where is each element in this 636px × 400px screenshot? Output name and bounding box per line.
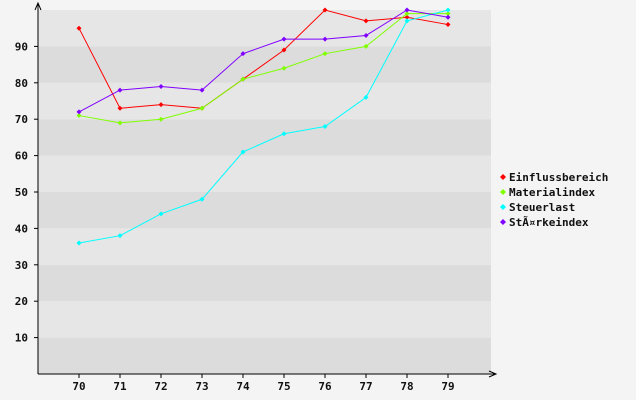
data-point (158, 102, 164, 108)
grid-band (38, 119, 491, 156)
data-point (404, 11, 410, 17)
x-tick-label: 78 (400, 380, 413, 393)
grid-band (38, 155, 491, 192)
legend-item: StÃ¤rkeindex (500, 216, 589, 229)
data-point (281, 47, 287, 53)
data-point (117, 233, 123, 239)
y-tick-label: 30 (15, 259, 28, 272)
data-point (404, 18, 410, 24)
data-point (445, 14, 451, 20)
data-point (322, 123, 328, 129)
legend-marker (500, 204, 506, 210)
data-point (445, 11, 451, 17)
data-point (117, 120, 123, 126)
legend-label: Materialindex (509, 186, 595, 199)
legend-label: StÃ¤rkeindex (509, 216, 589, 229)
data-point (199, 87, 205, 93)
data-point (158, 116, 164, 122)
legend-label: Steuerlast (509, 201, 575, 214)
data-point (76, 113, 82, 119)
grid-band (38, 337, 491, 374)
data-point (404, 14, 410, 20)
x-axis-arrow (488, 370, 498, 378)
data-point (240, 149, 246, 155)
data-point (363, 94, 369, 100)
series-materialindex (76, 11, 451, 126)
y-axis-arrow (34, 1, 42, 11)
x-tick-label: 74 (236, 380, 250, 393)
data-point (322, 36, 328, 42)
grid-band (38, 264, 491, 302)
y-tick-label: 80 (15, 77, 28, 90)
data-point (281, 65, 287, 71)
grid-band (38, 46, 491, 83)
legend-label: Einflussbereich (509, 171, 608, 184)
data-point (322, 51, 328, 57)
data-point (363, 43, 369, 49)
data-point (363, 18, 369, 24)
legend-marker (500, 189, 506, 195)
grid-band (38, 82, 491, 120)
grid-band (38, 301, 491, 338)
x-tick-label: 71 (113, 380, 127, 393)
series-st-rkeindex (76, 7, 451, 115)
x-tick-label: 70 (72, 380, 85, 393)
series-lines (76, 7, 451, 246)
data-point (363, 32, 369, 38)
y-tick-label: 50 (15, 186, 28, 199)
series-line (78, 9, 449, 109)
y-tick-label: 70 (15, 113, 28, 126)
data-point (76, 240, 82, 246)
y-tick-label: 20 (15, 295, 28, 308)
data-point (158, 211, 164, 217)
data-point (322, 7, 328, 13)
legend-marker (500, 219, 506, 225)
data-point (117, 105, 123, 111)
grid-band (38, 192, 491, 229)
legend: Einflussbereich Materialindex Steuerlast St… (500, 171, 608, 229)
data-point (117, 87, 123, 93)
y-axis-ticks: 10 20 30 40 50 60 70 80 90 (15, 40, 38, 345)
series-line (78, 9, 449, 244)
data-point (240, 76, 246, 82)
data-point (76, 109, 82, 115)
data-point (199, 105, 205, 111)
x-tick-label: 76 (318, 380, 332, 393)
legend-item: Einflussbereich (500, 171, 608, 184)
data-point (445, 7, 451, 13)
grid-band (38, 228, 491, 265)
y-tick-label: 10 (15, 332, 28, 345)
axes (34, 1, 498, 378)
data-point (281, 131, 287, 137)
plot-background-bands (38, 10, 491, 374)
x-tick-label: 73 (195, 380, 208, 393)
series-line (78, 13, 448, 124)
x-axis-ticks: 70 71 72 73 74 75 76 77 78 79 (72, 374, 455, 393)
y-tick-label: 40 (15, 222, 28, 235)
series-line (78, 9, 449, 113)
data-point (404, 7, 410, 13)
legend-marker (500, 174, 506, 180)
data-point (76, 25, 82, 31)
legend-item: Steuerlast (500, 201, 575, 214)
y-tick-label: 90 (15, 40, 28, 53)
legend-item: Materialindex (500, 186, 595, 199)
x-tick-label: 77 (359, 380, 372, 393)
data-point (158, 83, 164, 89)
data-point (199, 196, 205, 202)
x-tick-label: 75 (277, 380, 290, 393)
data-point (445, 22, 451, 28)
data-point (240, 51, 246, 57)
x-tick-label: 72 (154, 380, 167, 393)
y-tick-label: 60 (15, 150, 28, 163)
data-point (281, 36, 287, 42)
grid-band (38, 10, 491, 47)
series-steuerlast (76, 7, 451, 246)
x-tick-label: 79 (441, 380, 454, 393)
